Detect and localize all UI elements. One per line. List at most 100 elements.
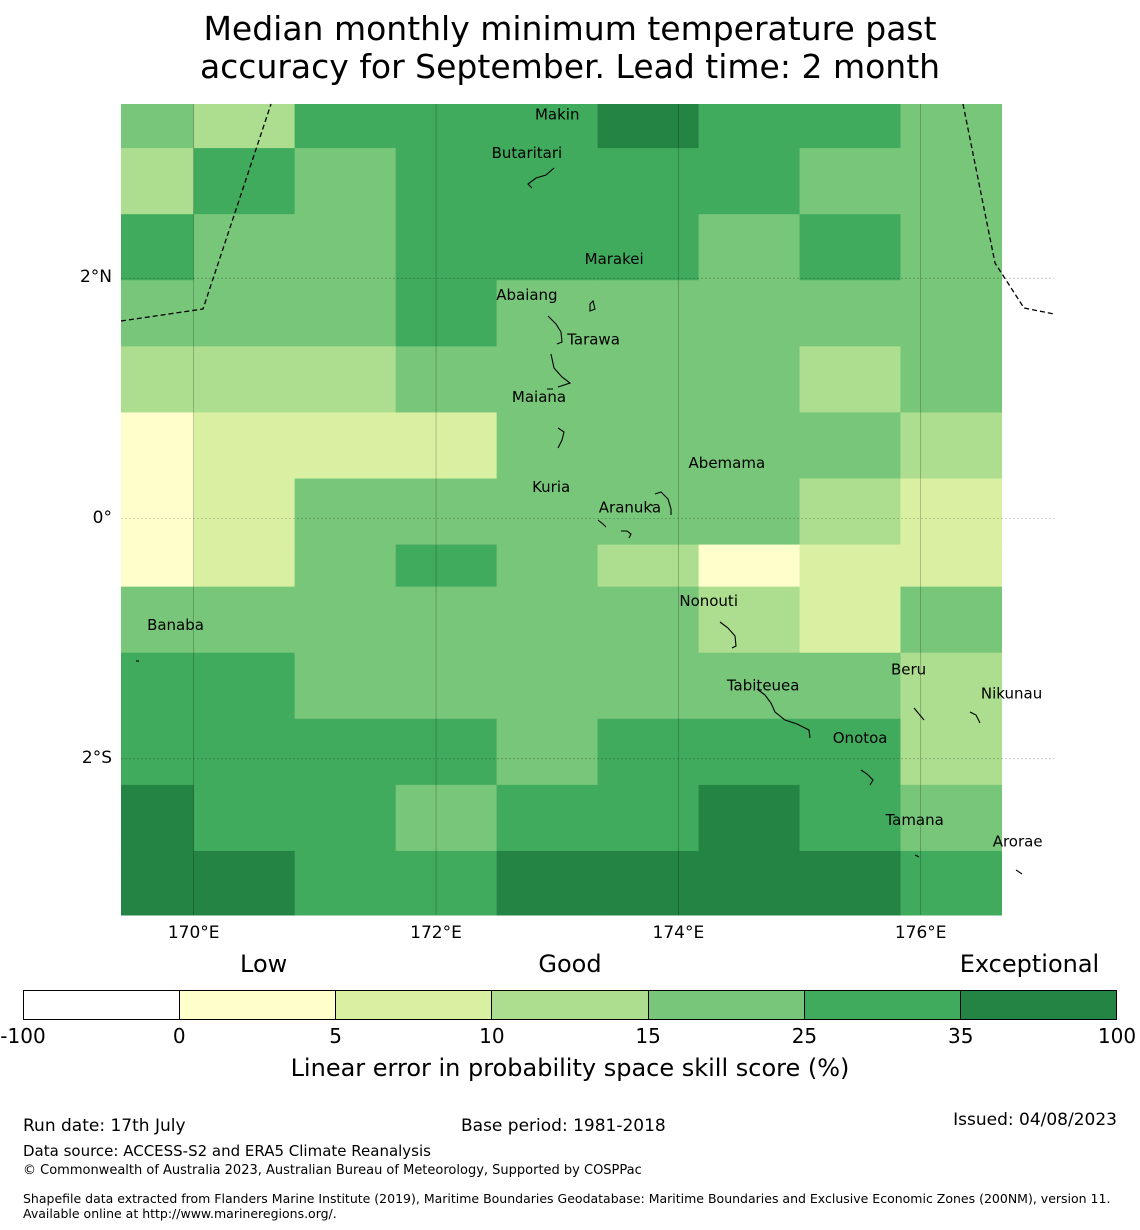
map-title: Median monthly minimum temperature past …	[0, 10, 1140, 86]
skill-cell	[799, 850, 901, 916]
island-marakei	[589, 299, 596, 312]
skill-cell	[698, 214, 801, 281]
skill-cell	[900, 346, 1003, 413]
skill-cell	[294, 412, 397, 480]
skill-cell	[799, 412, 901, 480]
place-label: Beru	[891, 661, 926, 679]
skill-cell	[698, 412, 801, 480]
skill-cell	[698, 280, 801, 347]
island-abemama	[649, 491, 672, 515]
skill-cell	[121, 280, 195, 347]
skill-cell	[496, 214, 599, 281]
skill-cell	[900, 850, 1003, 916]
island-arorae	[1015, 869, 1023, 875]
skill-cell	[294, 104, 397, 149]
place-label: Onotoa	[833, 729, 888, 747]
skill-cell	[193, 214, 296, 281]
colorbar-segment	[336, 991, 493, 1019]
colorbar-tick-label: 35	[947, 1024, 974, 1048]
skill-cell	[900, 784, 1003, 852]
map-gridlines	[121, 104, 1054, 915]
island-tabiteuea	[756, 688, 811, 739]
island-butaritari	[527, 167, 555, 189]
skill-cell	[698, 104, 801, 149]
skill-cell	[496, 850, 599, 916]
skill-cell	[496, 148, 599, 215]
skill-cell	[799, 214, 901, 281]
colorbar-category-label: Exceptional	[959, 950, 1100, 978]
skill-cell	[193, 148, 296, 215]
title-line-2: accuracy for September. Lead time: 2 mon…	[199, 47, 941, 86]
skill-cell	[496, 346, 599, 413]
skill-cell	[193, 478, 296, 546]
skill-cell	[121, 718, 195, 786]
place-label: Maiana	[512, 388, 566, 406]
skill-cell	[193, 718, 296, 786]
skill-cell	[799, 586, 901, 654]
skill-cell	[799, 718, 901, 786]
skill-cell	[121, 346, 195, 413]
skill-cell	[294, 784, 397, 852]
skill-cell	[121, 412, 195, 480]
skill-cell	[900, 214, 1003, 281]
shapefile-credit: Shapefile data extracted from Flanders M…	[23, 1191, 1111, 1221]
island-nikunau	[969, 711, 981, 724]
skill-cell	[496, 652, 599, 720]
skill-cell	[698, 544, 801, 588]
colorbar-tick-label: 5	[329, 1024, 342, 1048]
skill-cell	[121, 478, 195, 546]
skill-cell	[193, 544, 296, 588]
skill-cell	[395, 104, 498, 149]
skill-cell	[193, 652, 296, 720]
place-label: Butaritari	[492, 144, 563, 162]
place-label: Aranuka	[599, 499, 661, 517]
skill-cell	[799, 148, 901, 215]
skill-cell	[395, 544, 498, 588]
skill-cell	[395, 412, 498, 480]
skill-cell	[496, 718, 599, 786]
skill-cell	[395, 718, 498, 786]
skill-cell	[395, 850, 498, 916]
colorbar-tick-label: 100	[1097, 1024, 1137, 1048]
island-tamana	[914, 854, 920, 858]
skill-cell	[395, 478, 498, 546]
place-label: Tamana	[884, 811, 943, 829]
skill-cell	[597, 544, 700, 588]
run-date: Run date: 17th July	[23, 1116, 186, 1136]
skill-cell	[597, 104, 700, 149]
skill-cell	[294, 652, 397, 720]
place-label: Tarawa	[566, 330, 620, 348]
place-label: Nikunau	[981, 685, 1042, 703]
skill-cell	[597, 148, 700, 215]
skill-cell	[193, 412, 296, 480]
data-source: Data source: ACCESS-S2 and ERA5 Climate …	[23, 1142, 431, 1160]
latitude-label: 2°S	[81, 747, 112, 768]
skill-cell	[799, 652, 901, 720]
issued-date: Issued: 04/08/2023	[953, 1110, 1117, 1130]
skill-cell	[597, 586, 700, 654]
colorbar-title: Linear error in probability space skill …	[290, 1054, 850, 1082]
skill-cell	[193, 850, 296, 916]
place-label: Tabiteuea	[726, 676, 800, 694]
skill-cell	[698, 850, 801, 916]
skill-cell	[121, 784, 195, 852]
skill-cell	[294, 478, 397, 546]
colorbar	[23, 990, 1117, 1020]
eez-boundary-east	[962, 103, 1055, 315]
skill-cell	[294, 850, 397, 916]
skill-cell	[496, 586, 599, 654]
skill-cell	[698, 478, 801, 546]
skill-cell	[121, 586, 195, 654]
skill-cell	[900, 104, 1003, 149]
place-label: Banaba	[147, 616, 204, 634]
skill-cell	[597, 784, 700, 852]
colorbar-tick-label: 0	[172, 1024, 186, 1048]
latitude-label: 0°	[92, 507, 112, 528]
colorbar-tick-label: 15	[635, 1024, 661, 1048]
skill-cell	[294, 346, 397, 413]
island-onotoa	[860, 769, 874, 786]
skill-cell	[395, 586, 498, 654]
skill-cell	[597, 652, 700, 720]
skill-cell	[395, 784, 498, 852]
colorbar-category-label: Good	[538, 950, 602, 978]
